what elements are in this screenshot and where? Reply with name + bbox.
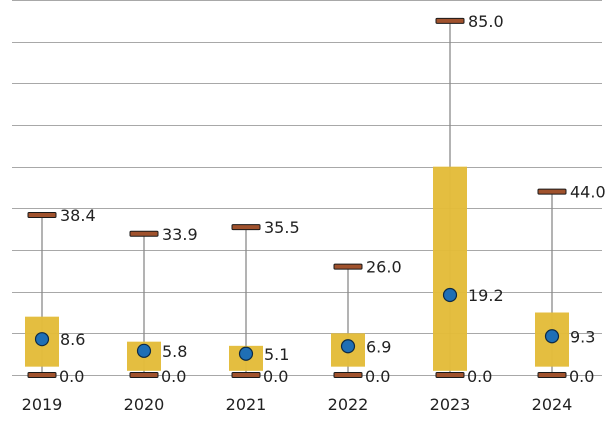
mean-dot (544, 329, 560, 344)
x-tick-label: 2019 (22, 395, 63, 414)
x-tick-label: 2020 (124, 395, 165, 414)
min-label: 0.0 (569, 367, 594, 386)
mean-dot (136, 343, 152, 358)
min-cap (333, 372, 363, 378)
box-group-2020 (127, 230, 161, 378)
min-cap (435, 372, 465, 378)
max-label: 35.5 (264, 218, 300, 237)
mean-label: 8.6 (60, 330, 85, 349)
mean-label: 19.2 (468, 286, 504, 305)
mean-dot (442, 287, 458, 303)
max-label: 26.0 (366, 258, 402, 277)
max-cap (129, 230, 159, 237)
box-group-2023 (433, 17, 467, 378)
min-cap (129, 372, 159, 378)
min-label: 0.0 (467, 367, 492, 386)
iqr-box (433, 166, 467, 371)
min-label: 0.0 (59, 367, 84, 386)
gridlines (12, 0, 602, 376)
max-label: 85.0 (468, 12, 504, 31)
min-cap (231, 372, 261, 378)
min-cap (27, 372, 57, 378)
max-label: 44.0 (570, 183, 606, 202)
max-cap (333, 263, 363, 270)
box-group-2021 (229, 224, 263, 378)
mean-dot (340, 339, 356, 354)
min-label: 0.0 (263, 367, 288, 386)
min-label: 0.0 (161, 367, 186, 386)
mean-label: 9.3 (570, 327, 595, 346)
mean-label: 6.9 (366, 337, 391, 356)
max-label: 38.4 (60, 206, 96, 225)
box-group-2019 (25, 212, 59, 378)
x-tick-label: 2024 (532, 395, 573, 414)
value-labels: 38.4 8.6 0.0 33.9 5.8 0.0 35.5 5.1 0.0 26.0 6.9 0.0… (59, 12, 606, 386)
min-cap (537, 372, 567, 378)
x-tick-label: 2021 (226, 395, 267, 414)
max-cap (231, 224, 261, 231)
mean-dot (34, 332, 50, 347)
max-label: 33.9 (162, 225, 198, 244)
max-cap (537, 188, 567, 195)
mean-dot (238, 346, 254, 361)
box-group-2024 (535, 188, 569, 378)
box-group-2022 (331, 263, 365, 378)
x-tick-label: 2023 (430, 395, 471, 414)
box-plot-marks (25, 17, 569, 378)
mean-label: 5.1 (264, 345, 289, 364)
min-label: 0.0 (365, 367, 390, 386)
mean-label: 5.8 (162, 342, 187, 361)
x-tick-label: 2022 (328, 395, 369, 414)
x-axis-tick-labels: 2019 2020 2021 2022 2023 2024 (22, 395, 573, 414)
max-cap (435, 17, 465, 24)
max-cap (27, 212, 57, 218)
